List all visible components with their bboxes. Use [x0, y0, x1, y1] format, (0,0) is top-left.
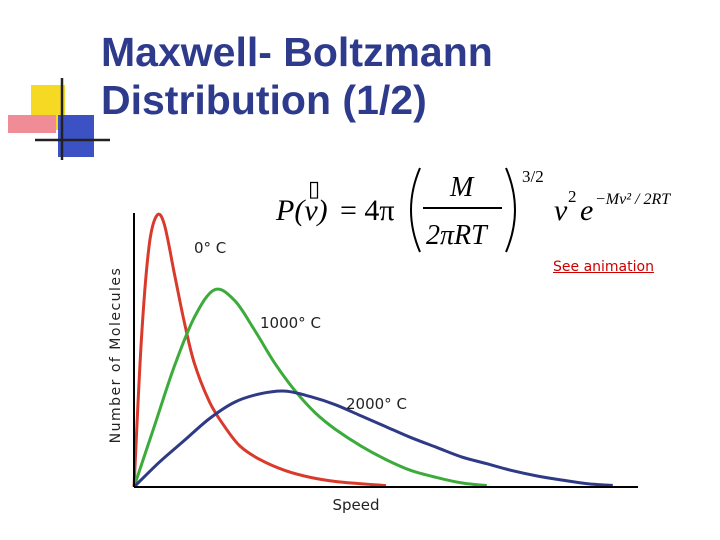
- formula-lhs: P(v): [275, 194, 328, 227]
- formula-left-paren: [410, 167, 421, 253]
- formula-equals-4pi: = 4π: [340, 194, 395, 227]
- y-axis-label: Number of Molecules: [108, 267, 124, 444]
- slide-title: Maxwell- Boltzmann Distribution (1/2): [101, 28, 701, 124]
- deco-red-bar: [8, 115, 56, 133]
- slide-corner-decoration: [8, 78, 110, 160]
- formula-numerator: M: [449, 172, 475, 203]
- deco-blue-square: [58, 115, 94, 157]
- series-line-2000c: [132, 389, 613, 489]
- annotation-1000c: 1000° C: [260, 314, 321, 332]
- formula-v-exponent: 2: [568, 187, 577, 206]
- annotation-2000c: 2000° C: [346, 395, 407, 413]
- annotation-0c: 0° C: [194, 239, 226, 257]
- formula-v: v: [554, 194, 568, 227]
- formula-e-exponent: −Mv² / 2RT: [595, 191, 671, 208]
- maxwell-boltzmann-formula: ▯ P(v) = 4π M 2πRT 3/2 v 2 e −Mv² / 2RT: [275, 167, 671, 253]
- series-line-1000c: [132, 287, 487, 488]
- formula-e: e: [580, 194, 593, 227]
- speed-distribution-chart: Speed Number of Molecules 0° C 1000° C 2…: [108, 212, 638, 514]
- formula-denominator: 2πRT: [426, 220, 489, 251]
- x-axis-label: Speed: [332, 496, 379, 514]
- formula-right-paren: [505, 167, 516, 253]
- series-layer: [132, 212, 613, 489]
- title-line-2: Distribution (1/2): [101, 77, 427, 123]
- series-line-0c: [132, 212, 387, 488]
- formula-placeholder-box: ▯: [308, 177, 320, 202]
- see-animation-link[interactable]: See animation: [553, 259, 654, 275]
- formula-exponent: 3/2: [522, 167, 544, 186]
- chart-panel: Speed Number of Molecules 0° C 1000° C 2…: [98, 195, 648, 517]
- title-line-1: Maxwell- Boltzmann: [101, 29, 493, 75]
